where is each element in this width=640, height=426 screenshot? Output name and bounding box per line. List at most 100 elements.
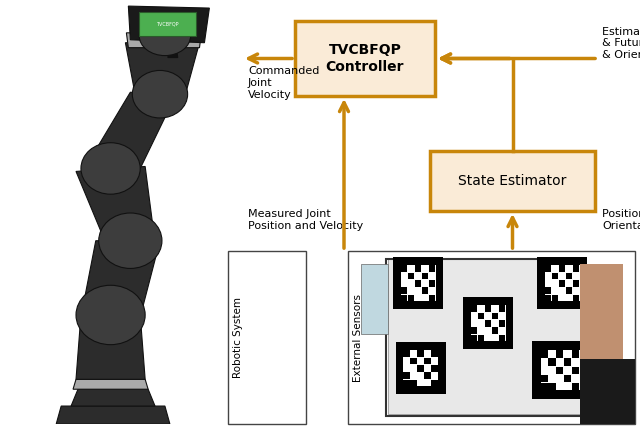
Bar: [403, 372, 410, 379]
Bar: [566, 273, 572, 279]
Bar: [401, 265, 407, 272]
Bar: [403, 350, 410, 357]
Bar: [564, 375, 571, 382]
Bar: [573, 294, 579, 301]
Text: State Estimator: State Estimator: [458, 174, 566, 188]
Polygon shape: [129, 6, 209, 43]
Bar: [532, 341, 588, 399]
Bar: [499, 334, 505, 341]
Bar: [541, 350, 580, 390]
Bar: [424, 358, 431, 364]
Bar: [470, 327, 477, 334]
Bar: [556, 367, 563, 374]
Polygon shape: [76, 167, 155, 243]
Bar: [541, 383, 548, 390]
Ellipse shape: [76, 285, 145, 345]
Text: TVCBFQP: TVCBFQP: [156, 21, 178, 26]
Bar: [415, 280, 421, 287]
Bar: [396, 342, 446, 394]
Text: Position &
Orientation: Position & Orientation: [602, 210, 640, 231]
Bar: [556, 350, 563, 358]
Bar: [429, 280, 435, 287]
Bar: [431, 365, 438, 371]
Bar: [228, 251, 306, 424]
Bar: [552, 294, 558, 301]
Bar: [545, 265, 551, 272]
Bar: [572, 383, 579, 390]
Bar: [417, 350, 424, 357]
Ellipse shape: [140, 16, 191, 55]
Bar: [573, 280, 579, 287]
Bar: [295, 21, 435, 96]
Bar: [572, 350, 579, 358]
Bar: [401, 294, 407, 301]
Polygon shape: [81, 241, 160, 317]
Bar: [541, 350, 548, 358]
Bar: [410, 380, 417, 386]
Bar: [470, 305, 506, 341]
Bar: [430, 151, 595, 211]
Bar: [580, 264, 623, 364]
Polygon shape: [73, 379, 148, 389]
Bar: [348, 251, 635, 424]
Polygon shape: [126, 33, 202, 48]
Bar: [387, 259, 582, 416]
Bar: [484, 305, 491, 312]
Bar: [484, 320, 491, 327]
Ellipse shape: [132, 70, 188, 118]
Text: TVCBFQP
Controller: TVCBFQP Controller: [326, 43, 404, 74]
Bar: [429, 294, 435, 301]
Bar: [463, 297, 513, 349]
Polygon shape: [56, 406, 170, 424]
Bar: [362, 264, 388, 334]
Bar: [393, 257, 443, 309]
Text: Estimated Current
& Future Position
& Orientation: Estimated Current & Future Position & Or…: [602, 27, 640, 60]
Ellipse shape: [81, 143, 140, 194]
Bar: [552, 273, 558, 279]
Text: Robotic System: Robotic System: [233, 297, 243, 378]
Bar: [545, 287, 551, 294]
Bar: [572, 367, 579, 374]
Bar: [548, 383, 556, 390]
Polygon shape: [83, 92, 175, 171]
Bar: [564, 358, 571, 366]
Bar: [470, 334, 477, 341]
Bar: [401, 287, 407, 294]
Text: Commanded
Joint
Velocity: Commanded Joint Velocity: [248, 66, 319, 100]
Bar: [492, 327, 498, 334]
Bar: [545, 294, 551, 301]
FancyBboxPatch shape: [140, 12, 196, 36]
Text: Measured Joint
Position and Velocity: Measured Joint Position and Velocity: [248, 210, 364, 231]
Bar: [541, 375, 548, 382]
Bar: [559, 280, 565, 287]
Bar: [417, 365, 424, 371]
Bar: [415, 265, 421, 272]
Bar: [477, 313, 484, 320]
Bar: [431, 380, 438, 386]
Bar: [431, 350, 438, 357]
Bar: [477, 334, 484, 341]
Ellipse shape: [99, 213, 162, 268]
Bar: [403, 380, 410, 386]
Bar: [408, 273, 414, 279]
Bar: [580, 359, 635, 424]
Bar: [573, 265, 579, 272]
Bar: [499, 305, 505, 312]
Bar: [403, 350, 438, 386]
Polygon shape: [71, 389, 155, 406]
Bar: [548, 358, 556, 366]
Bar: [429, 265, 435, 272]
Bar: [492, 313, 498, 320]
Bar: [559, 265, 565, 272]
Bar: [499, 320, 505, 327]
Polygon shape: [76, 315, 145, 379]
Polygon shape: [168, 43, 178, 58]
Polygon shape: [125, 43, 200, 97]
Bar: [388, 259, 580, 414]
Bar: [470, 305, 477, 312]
Bar: [545, 265, 580, 301]
Bar: [410, 358, 417, 364]
Bar: [422, 273, 428, 279]
Bar: [424, 372, 431, 379]
Bar: [422, 287, 428, 294]
